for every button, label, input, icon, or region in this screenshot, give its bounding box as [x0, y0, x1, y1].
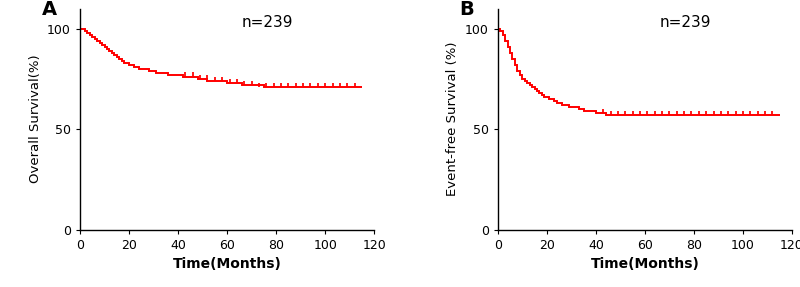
X-axis label: Time(Months): Time(Months) [173, 257, 282, 271]
Text: n=239: n=239 [242, 15, 294, 30]
Text: B: B [459, 0, 474, 19]
Text: n=239: n=239 [660, 15, 711, 30]
X-axis label: Time(Months): Time(Months) [590, 257, 699, 271]
Y-axis label: Event-free Survival (%): Event-free Survival (%) [446, 42, 459, 196]
Text: A: A [42, 0, 57, 19]
Y-axis label: Overall Survival(%): Overall Survival(%) [29, 55, 42, 183]
